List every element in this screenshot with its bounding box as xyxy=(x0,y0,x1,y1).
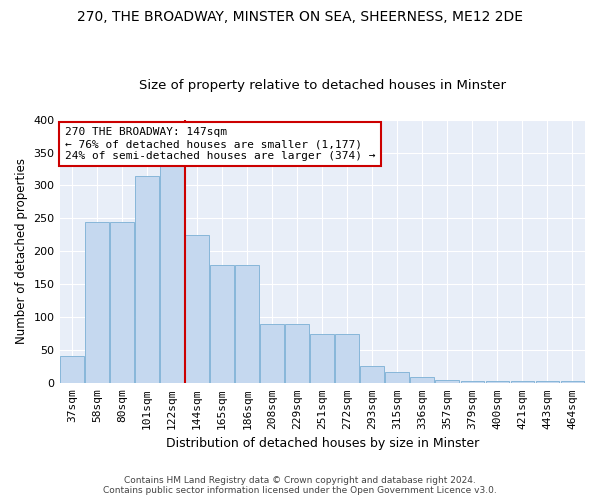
Bar xyxy=(536,382,559,384)
Bar xyxy=(310,334,334,384)
Bar xyxy=(436,380,459,384)
Bar xyxy=(60,356,84,384)
Bar xyxy=(560,382,584,384)
Bar xyxy=(461,380,484,384)
Text: 270 THE BROADWAY: 147sqm
← 76% of detached houses are smaller (1,177)
24% of sem: 270 THE BROADWAY: 147sqm ← 76% of detach… xyxy=(65,128,375,160)
X-axis label: Distribution of detached houses by size in Minster: Distribution of detached houses by size … xyxy=(166,437,479,450)
Bar xyxy=(335,334,359,384)
Bar xyxy=(235,264,259,384)
Y-axis label: Number of detached properties: Number of detached properties xyxy=(15,158,28,344)
Bar xyxy=(210,264,234,384)
Bar xyxy=(160,162,184,384)
Bar xyxy=(385,372,409,384)
Bar xyxy=(185,235,209,384)
Bar xyxy=(260,324,284,384)
Bar xyxy=(485,382,509,384)
Text: 270, THE BROADWAY, MINSTER ON SEA, SHEERNESS, ME12 2DE: 270, THE BROADWAY, MINSTER ON SEA, SHEER… xyxy=(77,10,523,24)
Bar xyxy=(361,366,384,384)
Bar xyxy=(85,222,109,384)
Bar xyxy=(135,176,159,384)
Text: Contains HM Land Registry data © Crown copyright and database right 2024.
Contai: Contains HM Land Registry data © Crown c… xyxy=(103,476,497,495)
Bar xyxy=(410,376,434,384)
Bar xyxy=(286,324,309,384)
Title: Size of property relative to detached houses in Minster: Size of property relative to detached ho… xyxy=(139,79,506,92)
Bar xyxy=(511,382,535,384)
Bar xyxy=(110,222,134,384)
